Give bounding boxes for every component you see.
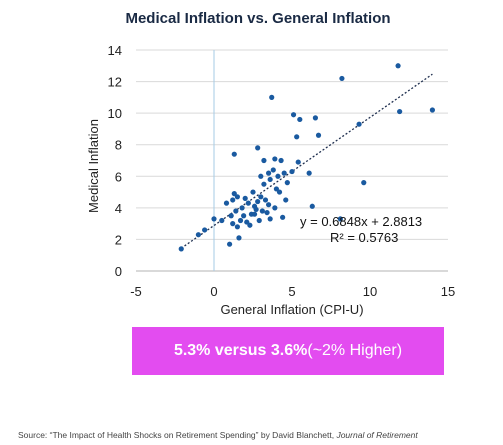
- y-tick-label: 4: [115, 201, 122, 216]
- data-point: [233, 208, 239, 214]
- data-point: [281, 170, 287, 176]
- data-point: [272, 156, 278, 162]
- x-tick-label: 5: [288, 284, 295, 299]
- data-point: [270, 167, 276, 173]
- data-point: [337, 216, 343, 222]
- data-point: [227, 241, 233, 247]
- data-point: [234, 194, 240, 200]
- data-point: [256, 217, 262, 224]
- data-point: [315, 132, 322, 138]
- data-point: [429, 107, 435, 113]
- data-point: [312, 115, 318, 121]
- r-squared-label: R² = 0.5763: [330, 230, 398, 245]
- data-point: [278, 157, 284, 164]
- data-point: [245, 200, 251, 206]
- scatter-chart: Medical Inflation vs. General Inflation …: [86, 10, 456, 317]
- data-point: [339, 75, 345, 82]
- data-point: [261, 181, 267, 187]
- data-point: [202, 227, 208, 233]
- data-point: [261, 157, 267, 164]
- data-point: [264, 209, 270, 216]
- chart-title: Medical Inflation vs. General Inflation: [125, 10, 390, 27]
- data-point: [255, 145, 261, 151]
- y-axis-label: Medical Inflation: [86, 119, 101, 213]
- data-point: [306, 170, 312, 176]
- data-point: [244, 219, 250, 225]
- data-point: [230, 197, 236, 203]
- data-point: [273, 186, 279, 192]
- data-point: [267, 176, 273, 183]
- x-tick-label: 15: [441, 284, 455, 299]
- data-points: [178, 63, 435, 252]
- axes: [136, 50, 448, 272]
- source-footnote: Source: “The Impact of Health Shocks on …: [18, 430, 498, 440]
- data-point: [258, 194, 264, 200]
- data-point: [289, 168, 295, 175]
- data-point: [267, 216, 273, 222]
- data-point: [234, 224, 240, 230]
- data-point: [283, 197, 289, 203]
- data-point: [294, 134, 300, 140]
- data-point: [262, 197, 269, 203]
- data-point: [258, 173, 264, 179]
- y-tick-label: 0: [115, 264, 122, 279]
- data-point: [280, 214, 286, 220]
- data-point: [219, 217, 225, 224]
- data-point: [178, 246, 184, 252]
- data-point: [266, 202, 272, 208]
- data-point: [242, 195, 248, 201]
- data-point: [297, 116, 303, 123]
- comparison-callout: 5.3% versus 3.6% (~2% Higher): [132, 327, 444, 375]
- gridlines: [136, 49, 448, 240]
- data-point: [284, 180, 290, 186]
- y-tick-label: 10: [108, 106, 122, 121]
- data-point: [255, 198, 261, 205]
- data-point: [230, 221, 236, 227]
- y-tick-label: 12: [108, 75, 122, 90]
- data-point: [290, 112, 297, 118]
- x-tick-label: -5: [130, 284, 142, 299]
- data-point: [397, 108, 403, 115]
- callout-rest-text: (~2% Higher): [307, 342, 403, 359]
- y-tick-label: 8: [115, 138, 122, 153]
- data-point: [266, 170, 272, 176]
- data-point: [272, 205, 278, 211]
- data-point: [223, 200, 230, 206]
- data-point: [236, 235, 242, 241]
- trendline-group: [180, 73, 433, 249]
- data-point: [231, 151, 237, 157]
- data-point: [275, 173, 281, 179]
- data-point: [395, 63, 401, 69]
- data-point: [269, 94, 275, 100]
- x-tick-label: 10: [363, 284, 377, 299]
- y-tick-label: 14: [108, 43, 122, 58]
- data-point: [250, 189, 256, 195]
- data-point: [259, 208, 265, 214]
- tick-labels: 0 2 4 6 8 10 12 14 -5 0 5 10 15: [108, 43, 456, 299]
- trendline: [180, 73, 433, 249]
- data-point: [251, 211, 258, 217]
- data-point: [211, 216, 217, 222]
- data-point: [195, 232, 201, 238]
- data-point: [239, 205, 245, 211]
- y-tick-label: 2: [115, 232, 122, 247]
- data-point: [247, 222, 253, 228]
- data-point: [231, 191, 237, 197]
- data-point: [356, 121, 362, 127]
- y-tick-label: 6: [115, 169, 122, 184]
- data-point: [228, 213, 234, 219]
- data-point: [241, 213, 247, 219]
- data-point: [237, 217, 244, 224]
- data-point: [253, 206, 259, 213]
- data-point: [295, 159, 301, 165]
- x-axis-label: General Inflation (CPI-U): [220, 302, 363, 317]
- callout-bold-text: 5.3% versus 3.6%: [173, 342, 308, 359]
- source-prefix: Source: “The Impact of Health Shocks on …: [18, 430, 337, 440]
- trendline-equation: y = 0.6848x + 2.8813: [300, 214, 422, 229]
- data-point: [276, 189, 283, 195]
- x-tick-label: 0: [210, 284, 217, 299]
- source-journal: Journal of Retirement: [336, 430, 418, 440]
- data-point: [361, 180, 367, 186]
- data-point: [309, 203, 315, 209]
